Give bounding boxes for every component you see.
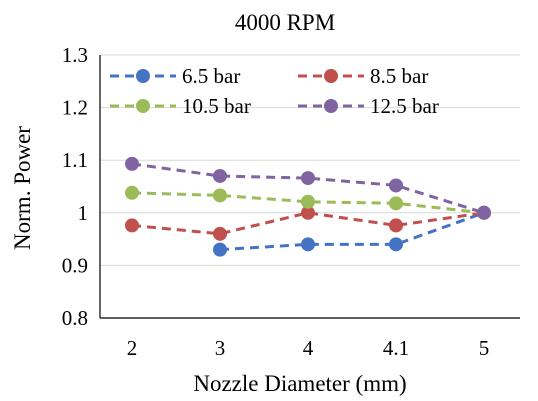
x-tick-label: 3: [215, 336, 226, 360]
legend-label: 12.5 bar: [370, 94, 439, 118]
data-point: [125, 185, 139, 200]
legend-label: 6.5 bar: [182, 64, 240, 88]
data-point: [301, 194, 315, 209]
y-axis-label: Norm. Power: [10, 126, 35, 250]
chart-title: 4000 RPM: [235, 10, 335, 35]
data-point: [389, 237, 403, 252]
x-tick-label: 4: [303, 336, 314, 360]
data-point: [389, 218, 403, 233]
y-tick-labels: 0.8 0.9 1 1.1 1.2 1.3: [62, 43, 88, 330]
axes: [99, 55, 520, 319]
data-point: [389, 178, 403, 193]
series-lines: [125, 156, 491, 257]
y-tick-label: 1: [78, 201, 89, 225]
data-point: [213, 242, 227, 257]
data-point: [213, 188, 227, 203]
gridlines: [100, 54, 520, 266]
series-6-5-bar: [213, 205, 491, 257]
y-tick-label: 0.8: [62, 306, 88, 330]
x-tick-label: 2: [127, 336, 138, 360]
data-point: [477, 205, 491, 220]
x-tick-label: 4.1: [383, 336, 409, 360]
data-point: [213, 168, 227, 183]
legend-swatch-marker: [324, 99, 338, 113]
data-point: [125, 156, 139, 171]
y-tick-label: 1.3: [62, 43, 88, 67]
data-point: [301, 171, 315, 186]
y-tick-label: 1.1: [62, 148, 88, 172]
legend-item: 8.5 bar: [298, 64, 428, 88]
data-point: [125, 218, 139, 233]
legend: 6.5 bar 8.5 bar 10.5 bar 12.5 bar: [110, 64, 439, 118]
x-tick-label: 5: [479, 336, 490, 360]
legend-item: 10.5 bar: [110, 94, 251, 118]
legend-label: 10.5 bar: [182, 94, 251, 118]
series-12-5-bar: [125, 156, 491, 220]
data-point: [213, 226, 227, 241]
series-line: [131, 191, 485, 215]
legend-label: 8.5 bar: [370, 64, 428, 88]
data-point: [301, 205, 315, 220]
data-point: [301, 237, 315, 252]
legend-swatch-marker: [324, 69, 338, 83]
data-point: [389, 196, 403, 211]
legend-item: 6.5 bar: [110, 64, 240, 88]
y-tick-label: 0.9: [62, 253, 88, 277]
legend-swatch-marker: [136, 99, 150, 113]
x-axis-label: Nozzle Diameter (mm): [193, 371, 406, 396]
legend-swatch-marker: [136, 69, 150, 83]
y-tick-label: 1.2: [62, 96, 88, 120]
legend-item: 12.5 bar: [298, 94, 439, 118]
series-8-5-bar: [125, 205, 491, 241]
x-tick-labels: 2 3 4 4.1 5: [127, 336, 490, 360]
